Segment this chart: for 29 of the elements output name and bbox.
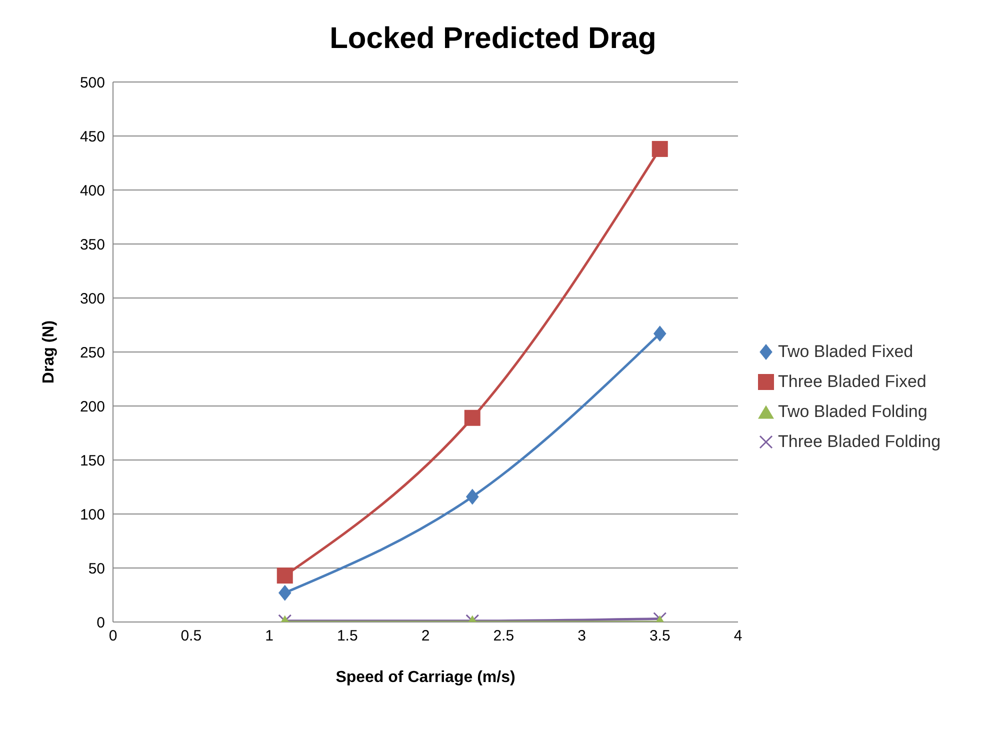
chart-title: Locked Predicted Drag [328,22,658,57]
legend-label: Three Bladed Folding [778,431,941,453]
y-tick-label: 300 [80,290,105,308]
x-tick-label: 2.5 [493,628,514,645]
x-axis-title: Speed of Carriage (m/s) [336,669,516,686]
legend-label: Two Bladed Folding [778,401,928,423]
x-tick-label: 1.5 [336,628,358,645]
y-tick-label: 200 [80,398,105,416]
x-tick-label: 3 [578,628,586,645]
y-tick-label: 250 [80,344,105,362]
point [653,326,666,342]
x-tick-label: 1 [265,628,274,645]
legend-label: Two Bladed Fixed [778,341,914,363]
x-tick-label: 0.5 [180,628,202,645]
y-tick-label: 100 [80,506,105,524]
legend-label: Three Bladed Fixed [778,371,926,393]
y-tick-label: 400 [80,182,105,200]
x-tick-label: 4 [734,628,742,645]
y-tick-label: 500 [80,74,105,92]
x-tick-label: 3.5 [649,628,670,645]
y-tick-label: 450 [80,128,105,146]
y-tick-label: 350 [80,236,105,254]
x-tick-label: 2 [421,628,430,645]
point [464,410,480,426]
x-tick-label: 0 [108,628,118,645]
y-tick-label: 50 [88,560,105,578]
y-tick-label: 0 [96,614,105,632]
y-tick-label: 150 [80,452,105,470]
y-axis-title: Drag (N) [40,320,58,384]
